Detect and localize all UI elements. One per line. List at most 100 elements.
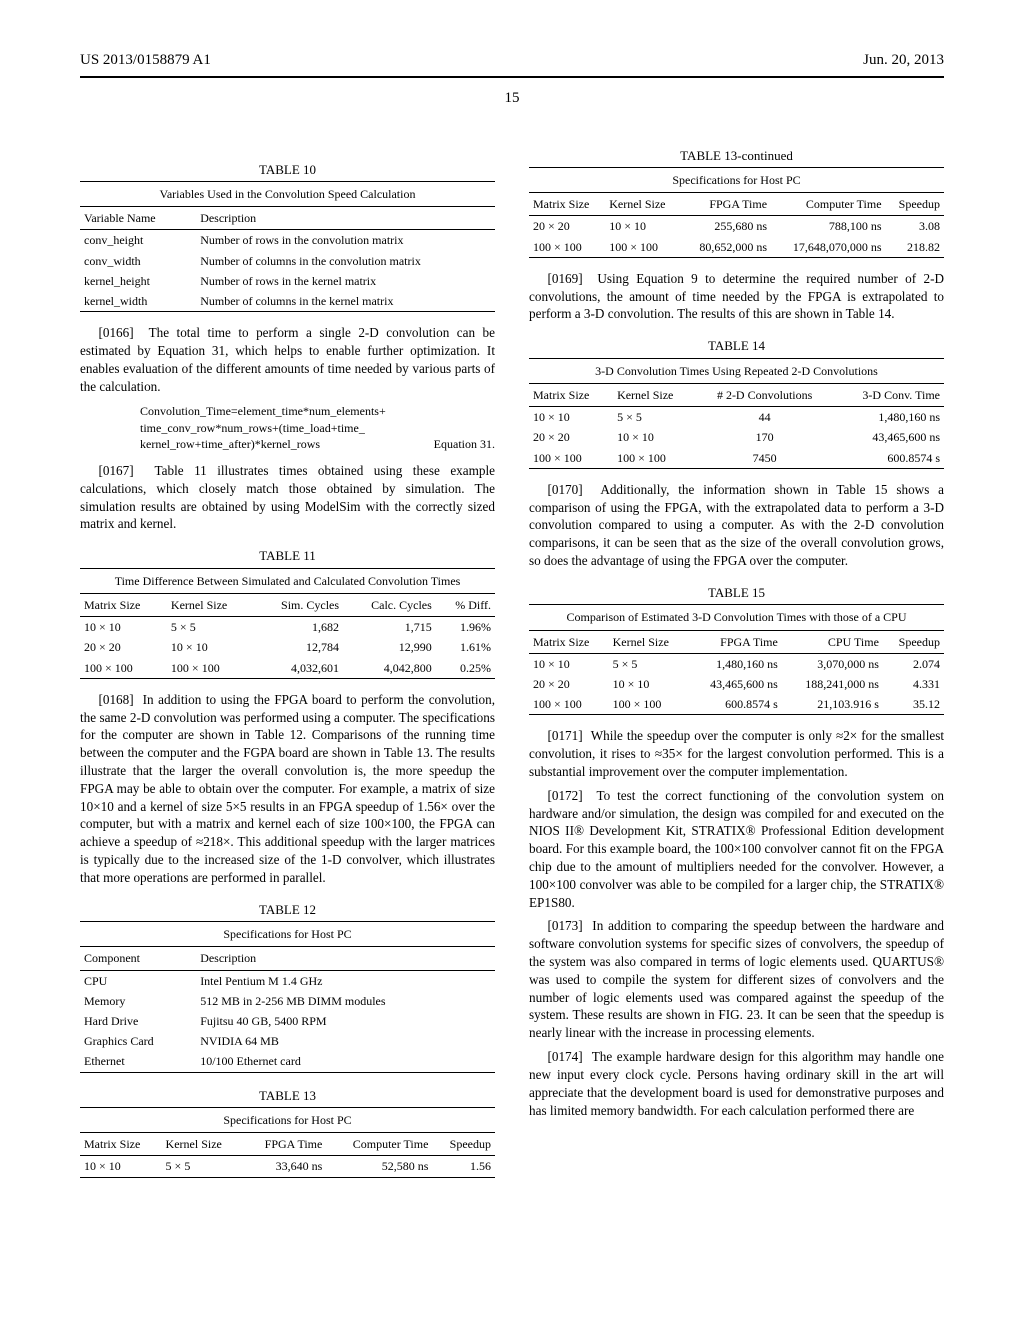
para-number: [0171] xyxy=(547,728,582,743)
paragraph-0174: [0174] The example hardware design for t… xyxy=(529,1048,944,1119)
table-caption: 3-D Convolution Times Using Repeated 2-D… xyxy=(529,358,944,384)
table-row: 100 × 100100 × 100600.8574 s21,103.916 s… xyxy=(529,694,944,715)
col-header: FPGA Time xyxy=(681,193,771,216)
table-row: Hard DriveFujitsu 40 GB, 5400 RPM xyxy=(80,1011,495,1031)
col-header: CPU Time xyxy=(782,631,883,654)
col-header: Speedup xyxy=(432,1133,495,1156)
table-13-continued: TABLE 13-continued Specifications for Ho… xyxy=(529,147,944,258)
col-header: Matrix Size xyxy=(529,384,613,407)
col-header: # 2-D Convolutions xyxy=(697,384,832,407)
publication-date: Jun. 20, 2013 xyxy=(863,50,944,70)
table: Matrix Size Kernel Size Sim. Cycles Calc… xyxy=(80,594,495,679)
col-header: Computer Time xyxy=(326,1133,432,1156)
paragraph-0169: [0169] Using Equation 9 to determine the… xyxy=(529,270,944,323)
col-header: Sim. Cycles xyxy=(254,594,343,617)
para-number: [0170] xyxy=(547,482,582,497)
publication-number: US 2013/0158879 A1 xyxy=(80,50,211,70)
table-caption: Specifications for Host PC xyxy=(529,167,944,193)
table-row: 100 × 100100 × 1007450600.8574 s xyxy=(529,448,944,469)
table-label: TABLE 12 xyxy=(80,901,495,919)
table-row: 100 × 100100 × 1004,032,6014,042,8000.25… xyxy=(80,658,495,679)
para-number: [0167] xyxy=(98,463,133,478)
table: Matrix Size Kernel Size FPGA Time Comput… xyxy=(80,1133,495,1177)
table: Matrix Size Kernel Size FPGA Time CPU Ti… xyxy=(529,631,944,716)
table-11: TABLE 11 Time Difference Between Simulat… xyxy=(80,547,495,678)
equation-label: Equation 31. xyxy=(434,436,495,452)
col-header: Kernel Size xyxy=(613,384,697,407)
table-caption: Variables Used in the Convolution Speed … xyxy=(80,181,495,207)
table-label: TABLE 13 xyxy=(80,1087,495,1105)
para-number: [0169] xyxy=(547,271,582,286)
table-label: TABLE 14 xyxy=(529,337,944,355)
para-text: To test the correct functioning of the c… xyxy=(529,788,944,910)
table-row: Ethernet10/100 Ethernet card xyxy=(80,1051,495,1072)
para-text: Table 11 illustrates times obtained usin… xyxy=(80,463,495,531)
table-15: TABLE 15 Comparison of Estimated 3-D Con… xyxy=(529,584,944,715)
para-number: [0173] xyxy=(547,918,582,933)
para-text: Additionally, the information shown in T… xyxy=(529,482,944,568)
paragraph-0171: [0171] While the speedup over the comput… xyxy=(529,727,944,780)
table-13: TABLE 13 Specifications for Host PC Matr… xyxy=(80,1087,495,1178)
table-row: 10 × 105 × 51,480,160 ns3,070,000 ns2.07… xyxy=(529,653,944,674)
col-header: Matrix Size xyxy=(80,594,167,617)
col-header: Matrix Size xyxy=(529,631,609,654)
table: Variable Name Description conv_heightNum… xyxy=(80,207,495,312)
para-text: The total time to perform a single 2-D c… xyxy=(80,325,495,393)
table: Component Description CPUIntel Pentium M… xyxy=(80,947,495,1072)
paragraph-0168: [0168] In addition to using the FPGA boa… xyxy=(80,691,495,887)
table-label: TABLE 13-continued xyxy=(529,147,944,165)
table-row: 100 × 100100 × 10080,652,000 ns17,648,07… xyxy=(529,237,944,258)
col-header: Component xyxy=(80,947,196,970)
table-row: 20 × 2010 × 1017043,465,600 ns xyxy=(529,427,944,447)
table-row: 10 × 105 × 5441,480,160 ns xyxy=(529,407,944,428)
para-text: While the speedup over the computer is o… xyxy=(529,728,944,779)
col-header: Kernel Size xyxy=(605,193,681,216)
table-row: kernel_heightNumber of rows in the kerne… xyxy=(80,271,495,291)
col-header: Matrix Size xyxy=(80,1133,162,1156)
table-row: conv_widthNumber of columns in the convo… xyxy=(80,251,495,271)
table-12: TABLE 12 Specifications for Host PC Comp… xyxy=(80,901,495,1073)
col-header: Kernel Size xyxy=(167,594,254,617)
table-row: 20 × 2010 × 10255,680 ns788,100 ns3.08 xyxy=(529,216,944,237)
header-rule xyxy=(80,76,944,78)
col-header: Kernel Size xyxy=(609,631,689,654)
table: Matrix Size Kernel Size FPGA Time Comput… xyxy=(529,193,944,258)
para-number: [0166] xyxy=(98,325,133,340)
para-number: [0172] xyxy=(547,788,582,803)
table-14: TABLE 14 3-D Convolution Times Using Rep… xyxy=(529,337,944,468)
table-row: 10 × 105 × 51,6821,7151.96% xyxy=(80,617,495,638)
paragraph-0172: [0172] To test the correct functioning o… xyxy=(529,787,944,912)
col-header: Kernel Size xyxy=(162,1133,244,1156)
col-header: Matrix Size xyxy=(529,193,605,216)
col-header: Speedup xyxy=(883,631,944,654)
table-row: kernel_widthNumber of columns in the ker… xyxy=(80,291,495,312)
paragraph-0166: [0166] The total time to perform a singl… xyxy=(80,324,495,395)
col-header: Computer Time xyxy=(771,193,886,216)
table-caption: Specifications for Host PC xyxy=(80,1107,495,1133)
col-header: Description xyxy=(196,207,495,230)
table-caption: Comparison of Estimated 3-D Convolution … xyxy=(529,604,944,630)
para-text: The example hardware design for this alg… xyxy=(529,1049,944,1117)
page-number: 15 xyxy=(80,88,944,108)
table-row: Memory512 MB in 2-256 MB DIMM modules xyxy=(80,991,495,1011)
paragraph-0173: [0173] In addition to comparing the spee… xyxy=(529,917,944,1042)
para-text: In addition to using the FPGA board to p… xyxy=(80,692,495,885)
col-header: Variable Name xyxy=(80,207,196,230)
table-row: conv_heightNumber of rows in the convolu… xyxy=(80,230,495,251)
paragraph-0167: [0167] Table 11 illustrates times obtain… xyxy=(80,462,495,533)
table-caption: Specifications for Host PC xyxy=(80,921,495,947)
table-10: TABLE 10 Variables Used in the Convoluti… xyxy=(80,161,495,313)
table-caption: Time Difference Between Simulated and Ca… xyxy=(80,568,495,594)
page-header: US 2013/0158879 A1 Jun. 20, 2013 xyxy=(80,50,944,70)
para-number: [0168] xyxy=(98,692,133,707)
table-row: 20 × 2010 × 1012,78412,9901.61% xyxy=(80,637,495,657)
table-row: 20 × 2010 × 1043,465,600 ns188,241,000 n… xyxy=(529,674,944,694)
equation-line: Convolution_Time=element_time*num_elemen… xyxy=(140,403,495,419)
col-header: FPGA Time xyxy=(243,1133,326,1156)
table-label: TABLE 15 xyxy=(529,584,944,602)
para-text: In addition to comparing the speedup bet… xyxy=(529,918,944,1040)
paragraph-0170: [0170] Additionally, the information sho… xyxy=(529,481,944,570)
two-column-body: TABLE 10 Variables Used in the Convoluti… xyxy=(80,147,944,1237)
patent-page: US 2013/0158879 A1 Jun. 20, 2013 15 TABL… xyxy=(0,0,1024,1320)
col-header: Calc. Cycles xyxy=(343,594,436,617)
